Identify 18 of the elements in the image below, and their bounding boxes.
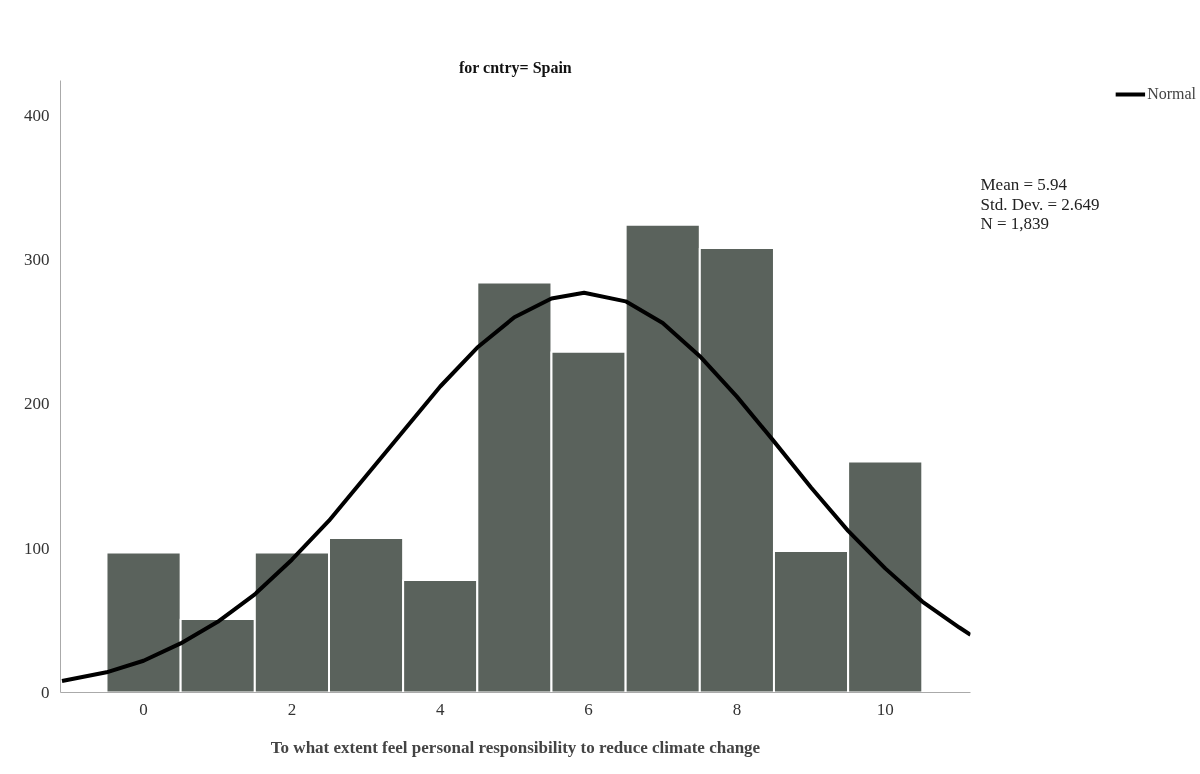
x-tick-label: 4 (435, 699, 445, 719)
line-series (60, 290, 971, 683)
y-tick-label: 100 (24, 538, 50, 558)
y-tick-label: 400 (24, 105, 50, 125)
x-tick-label: 8 (732, 699, 742, 719)
x-tick-label: 6 (584, 699, 593, 719)
x-tick-label: 10 (876, 699, 894, 719)
x-axis-title: To what extent feel personal responsibility to reduce climate change (270, 737, 761, 757)
y-tick-label: 300 (24, 249, 50, 269)
x-tick-label: 0 (139, 699, 148, 719)
legend-label: Normal (1147, 85, 1196, 103)
text: N = 1,839 (980, 214, 1050, 234)
text: Std. Dev. = 2.649 (980, 194, 1100, 214)
x-tick-label: 2 (287, 699, 297, 719)
y-tick-label: 200 (24, 394, 50, 414)
text: Mean = 5.94 (980, 175, 1068, 195)
y-tick-label: 0 (41, 683, 50, 702)
chart-title: for cntry= Spain (458, 58, 572, 77)
